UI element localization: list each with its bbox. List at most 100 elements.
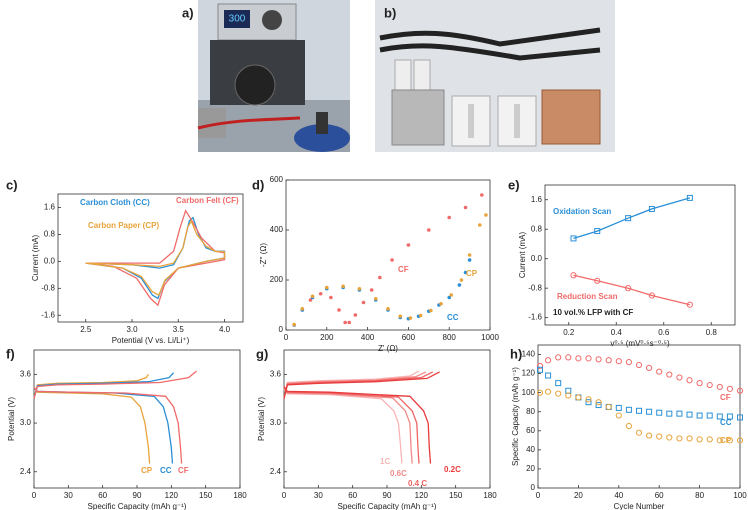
x-axis-label: Z' (Ω) [378,344,398,353]
marker [716,413,723,420]
y-tick-label: 400 [270,225,284,234]
marker [615,412,622,419]
marker [536,362,544,370]
panel-label: d) [252,177,264,192]
marker [686,301,693,308]
marker [429,308,433,313]
x-axis-label: Potential (V vs. Li/Li⁺) [112,336,190,345]
marker [480,193,484,197]
marker [696,412,703,419]
marker [605,357,612,364]
marker [292,322,296,327]
plot: e) 0.2 0.4 0.6 0.8 -1.6 -0.8 0.0 0.8 1.6 v⁰·⁵ (mV⁰… [508,177,736,348]
marker [308,298,313,302]
marker [329,295,333,300]
plot: c) 2.5 3.0 3.5 4.0 -1.6 -0.8 0.0 0.8 1.6 Potential… [6,177,244,345]
marker [373,296,378,301]
marker [625,215,632,222]
series-label: Carbon Paper (CP) [88,221,159,230]
x-tick-label: 180 [483,491,497,500]
x-axis-label: Cycle Number [614,502,665,510]
series-label: Carbon Felt (CF) [176,196,239,205]
marker [648,292,655,299]
x-axis-label: Specific Capacity (mAh g⁻¹) [88,502,187,510]
marker [341,284,345,289]
marker [555,380,562,387]
marker [575,355,582,362]
marker [555,354,562,361]
marker [716,383,723,391]
x-tick-label: 600 [402,333,416,342]
y-tick-label: 200 [270,275,284,284]
marker [625,406,632,413]
marker [736,387,744,394]
marker [459,278,464,282]
panel-label: e) [508,177,520,192]
marker [625,422,633,430]
series-label: Reduction Scan [557,292,618,301]
marker [716,437,723,444]
marker [545,388,552,395]
series-label: CF [178,466,189,475]
panel-label: c) [6,177,18,192]
plot-frame [33,349,241,489]
y-tick-label: 0 [279,325,284,334]
x-tick-label: 0 [536,491,541,500]
marker [686,435,693,442]
marker [478,223,482,227]
marker [325,285,329,290]
y-tick-label: 1.6 [44,203,56,212]
y-tick-label: 60 [526,426,535,435]
x-axis-label: v⁰·⁵ (mV⁰·⁵s⁻⁰·⁵) [610,339,670,348]
series-label: CC [447,313,459,322]
series-line [573,197,691,240]
y-tick-label: 40 [526,445,535,454]
marker [545,372,552,379]
photo-b [375,0,615,152]
marker [646,364,653,371]
marker [353,313,358,317]
marker [447,215,452,220]
marker [686,411,693,418]
marker [666,434,673,441]
series-line [33,374,151,464]
annotation: 10 vol.% LFP with CF [553,308,633,317]
series-line [33,370,197,464]
x-tick-label: 0 [32,491,37,500]
x-tick-label: 20 [574,491,583,500]
y-axis-label: Potential (V) [7,397,16,441]
series-line [573,274,691,306]
marker [635,361,643,369]
x-tick-label: 4.0 [219,325,231,334]
marker [318,291,323,296]
marker [646,408,653,415]
series-label: CC [720,418,732,427]
series-line [33,372,175,464]
marker [625,285,632,292]
marker [467,258,472,262]
marker [585,396,592,403]
marker [595,399,602,406]
series-label: 0.4 C [408,479,427,488]
x-tick-label: 120 [165,491,179,500]
marker [570,235,577,242]
marker [484,213,488,217]
panel-label: g) [256,346,268,361]
x-tick-label: 60 [348,491,357,500]
marker [646,432,653,439]
marker [706,412,713,419]
x-tick-label: 0.6 [658,328,670,337]
marker [594,277,601,284]
marker [398,314,403,319]
x-tick-label: 2.5 [80,325,92,334]
marker [337,308,341,312]
series-label: CP [466,269,478,278]
panel-label: a) [182,5,194,20]
marker [378,275,382,280]
plot: f) 0 30 60 90 120 150 180 2.4 3.0 3.6 Specific Capa… [6,346,247,510]
x-tick-label: 0 [284,333,289,342]
marker [726,413,733,420]
x-tick-label: 0 [282,491,287,500]
